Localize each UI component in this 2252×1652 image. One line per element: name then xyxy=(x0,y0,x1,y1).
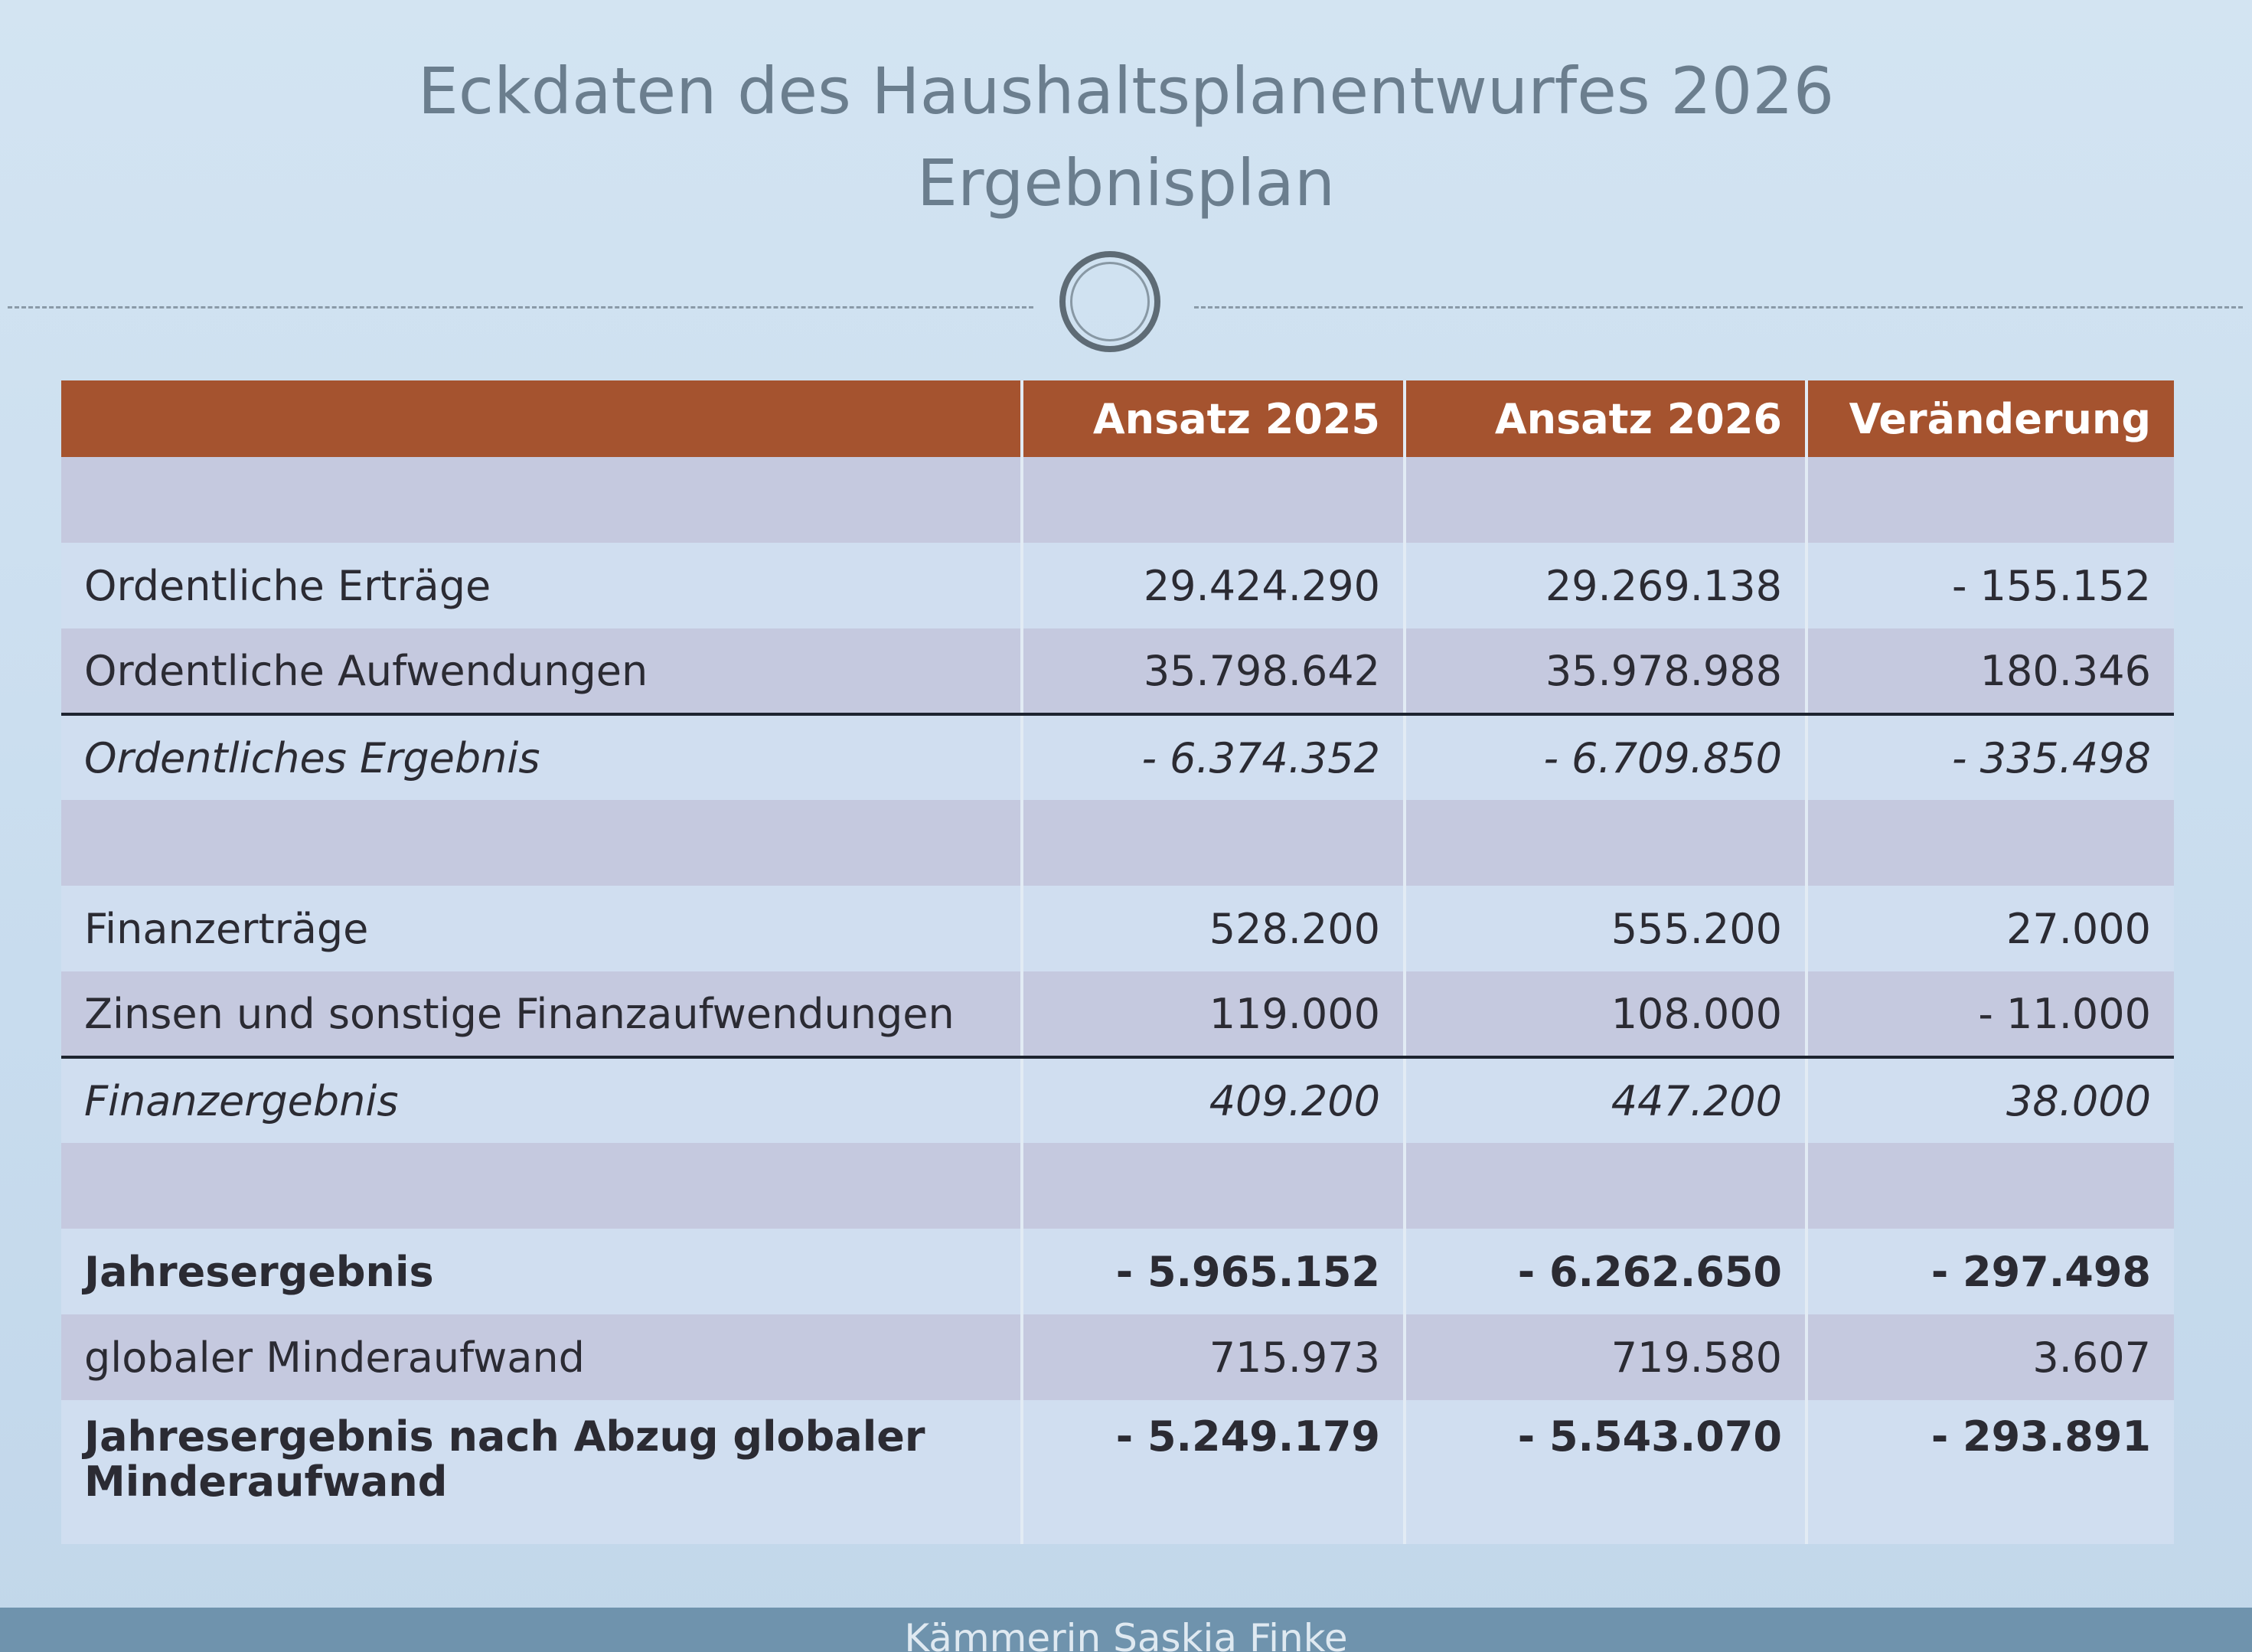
header-cell xyxy=(61,380,1022,457)
table-row: Jahresergebnis nach Abzug globaler Minde… xyxy=(61,1400,2174,1544)
empty-cell xyxy=(1403,800,1806,886)
row-label: Jahresergebnis nach Abzug globaler Minde… xyxy=(61,1400,1022,1544)
divider xyxy=(1194,306,2243,309)
value-cell: 38.000 xyxy=(1805,1057,2174,1143)
value-cell: - 5.543.070 xyxy=(1403,1400,1806,1544)
table-row: Ordentliche Aufwendungen 35.798.642 35.978… xyxy=(61,628,2174,716)
empty-cell xyxy=(1805,1143,2174,1229)
value-cell: - 5.965.152 xyxy=(1020,1229,1405,1314)
value-cell: - 293.891 xyxy=(1805,1400,2174,1544)
empty-cell xyxy=(1403,1143,1806,1229)
value-cell: 29.269.138 xyxy=(1403,543,1806,628)
table-row: Zinsen und sonstige Finanzaufwendungen 11… xyxy=(61,971,2174,1059)
table-row: Finanzerträge 528.200 555.200 27.000 xyxy=(61,886,2174,971)
value-cell: 119.000 xyxy=(1020,971,1405,1059)
header-cell: Ansatz 2026 xyxy=(1403,380,1806,457)
value-cell: 528.200 xyxy=(1020,886,1405,971)
row-label: Finanzergebnis xyxy=(61,1057,1022,1143)
row-label: Zinsen und sonstige Finanzaufwendungen xyxy=(61,971,1022,1059)
value-cell: - 6.262.650 xyxy=(1403,1229,1806,1314)
empty-cell xyxy=(1403,457,1806,543)
value-cell: 715.973 xyxy=(1020,1314,1405,1400)
row-label: Ordentliches Ergebnis xyxy=(61,714,1022,800)
value-cell: 29.424.290 xyxy=(1020,543,1405,628)
empty-cell xyxy=(1805,457,2174,543)
table: Ansatz 2025 Ansatz 2026 Veränderung Orde… xyxy=(61,380,2174,1544)
title: Eckdaten des Haushaltsplanentwurfes 2026 xyxy=(417,54,1835,129)
value-cell: 180.346 xyxy=(1805,628,2174,716)
value-cell: - 11.000 xyxy=(1805,971,2174,1059)
value-cell: 3.607 xyxy=(1805,1314,2174,1400)
table-row: globaler Minderaufwand 715.973 719.580 3.60… xyxy=(61,1314,2174,1400)
value-cell: 555.200 xyxy=(1403,886,1806,971)
empty-cell xyxy=(1020,1143,1405,1229)
empty-cell xyxy=(61,1143,1022,1229)
row-label: Ordentliche Aufwendungen xyxy=(61,628,1022,716)
value-cell: 409.200 xyxy=(1020,1057,1405,1143)
empty-cell xyxy=(1020,800,1405,886)
value-cell: 447.200 xyxy=(1403,1057,1806,1143)
subtitle: Ergebnisplan xyxy=(916,145,1336,220)
value-cell: - 335.498 xyxy=(1805,714,2174,800)
row-label: Jahresergebnis xyxy=(61,1229,1022,1314)
value-cell: - 6.709.850 xyxy=(1403,714,1806,800)
spacer-row xyxy=(61,1143,2174,1229)
row-label: Finanzerträge xyxy=(61,886,1022,971)
ornament xyxy=(1059,251,1160,352)
footer: Kämmerin Saskia Finke xyxy=(0,1608,2252,1652)
spacer-row xyxy=(61,457,2174,543)
value-cell: - 5.249.179 xyxy=(1020,1400,1405,1544)
value-cell: - 6.374.352 xyxy=(1020,714,1405,800)
value-cell: 35.798.642 xyxy=(1020,628,1405,716)
header-cell: Veränderung xyxy=(1805,380,2174,457)
header-cell: Ansatz 2025 xyxy=(1020,380,1405,457)
table-row: Ordentliche Erträge 29.424.290 29.269.138-… xyxy=(61,543,2174,628)
spacer-row xyxy=(61,800,2174,886)
header-row: Ansatz 2025 Ansatz 2026 Veränderung xyxy=(61,380,2174,457)
table-row: Finanzergebnis 409.200 447.200 38.000 xyxy=(61,1057,2174,1143)
value-cell: 719.580 xyxy=(1403,1314,1806,1400)
value-cell: 35.978.988 xyxy=(1403,628,1806,716)
value-cell: - 297.498 xyxy=(1805,1229,2174,1314)
value-cell: - 155.152 xyxy=(1805,543,2174,628)
divider xyxy=(8,306,1033,309)
row-label: Ordentliche Erträge xyxy=(61,543,1022,628)
empty-cell xyxy=(1020,457,1405,543)
table-row: Ordentliches Ergebnis - 6.374.352- 6.709.… xyxy=(61,714,2174,800)
empty-cell xyxy=(61,800,1022,886)
value-cell: 108.000 xyxy=(1403,971,1806,1059)
empty-cell xyxy=(61,457,1022,543)
empty-cell xyxy=(1805,800,2174,886)
value-cell: 27.000 xyxy=(1805,886,2174,971)
row-label: globaler Minderaufwand xyxy=(61,1314,1022,1400)
table-row: Jahresergebnis - 5.965.152- 6.262.650- 29… xyxy=(61,1229,2174,1314)
